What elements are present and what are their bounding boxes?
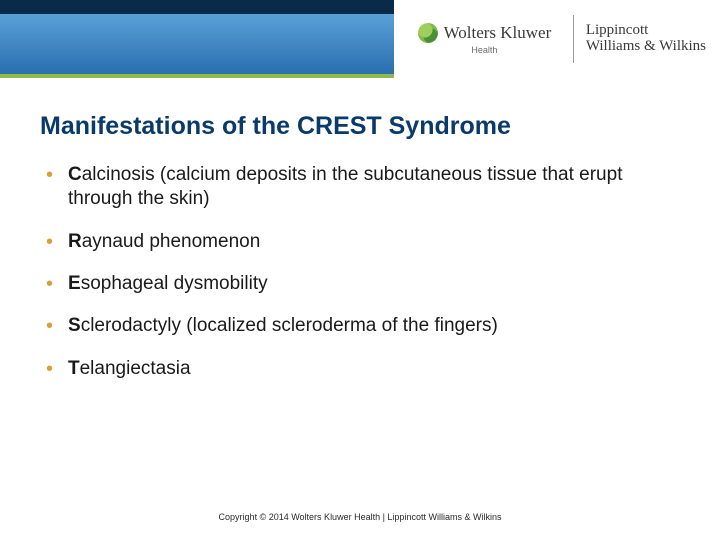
bullet-rest: clerodactyly (localized scleroderma of t… [81,315,498,336]
bullet-list: Calcinosis (calcium deposits in the subc… [40,163,680,381]
bullet-rest: aynaud phenomenon [82,231,261,252]
logo-wolters-kluwer: Wolters Kluwer Health [408,23,561,55]
bullet-lead: T [68,358,80,379]
logo-lippincott: Lippincott Williams & Wilkins [586,23,706,55]
logo-block: Wolters Kluwer Health Lippincott William… [394,0,720,78]
bullet-rest: sophageal dysmobility [81,273,268,294]
bullet-lead: E [68,273,81,294]
logo-divider [573,15,574,63]
list-item: Sclerodactyly (localized scleroderma of … [40,314,680,338]
wk-brand-text: Wolters Kluwer [444,23,552,43]
copyright-text: Copyright © 2014 Wolters Kluwer Health |… [0,512,720,522]
bullet-lead: R [68,231,82,252]
lww-line2: Williams & Wilkins [586,39,706,55]
slide-header: Wolters Kluwer Health Lippincott William… [0,0,720,78]
list-item: Calcinosis (calcium deposits in the subc… [40,163,680,212]
wk-sub-text: Health [471,45,497,55]
bullet-lead: S [68,315,81,336]
bullet-rest: alcinosis (calcium deposits in the subcu… [68,164,622,209]
lww-line1: Lippincott [586,23,706,39]
slide-content: Manifestations of the CREST Syndrome Cal… [0,78,720,381]
list-item: Telangiectasia [40,357,680,381]
wk-leaf-icon [418,23,438,43]
bullet-lead: C [68,164,82,185]
slide-title: Manifestations of the CREST Syndrome [40,112,680,141]
bullet-rest: elangiectasia [80,358,191,379]
list-item: Raynaud phenomenon [40,230,680,254]
list-item: Esophageal dysmobility [40,272,680,296]
